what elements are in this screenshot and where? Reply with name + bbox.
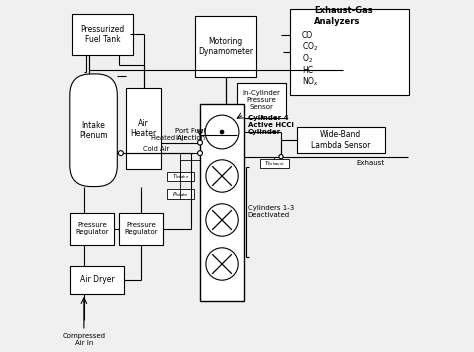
Text: Exhaust: Exhaust (357, 160, 385, 166)
Circle shape (279, 155, 283, 159)
Text: NO$_x$: NO$_x$ (302, 75, 319, 88)
Text: In-Cylinder
Pressure
Sensor: In-Cylinder Pressure Sensor (243, 90, 281, 110)
Text: Cold Air: Cold Air (143, 146, 169, 152)
Bar (297, 127, 385, 153)
Text: HC: HC (302, 65, 313, 75)
Bar (70, 266, 124, 294)
Text: $T_{Intake}$: $T_{Intake}$ (172, 172, 189, 181)
Bar (200, 104, 244, 301)
Text: CO$_2$: CO$_2$ (302, 40, 319, 53)
Text: Heated Air: Heated Air (151, 135, 186, 142)
Circle shape (206, 160, 238, 192)
Text: $T_{Exhaust}$: $T_{Exhaust}$ (264, 159, 285, 168)
Circle shape (198, 151, 202, 156)
Bar (207, 127, 237, 143)
Text: O$_2$: O$_2$ (302, 52, 313, 65)
Circle shape (205, 115, 239, 149)
Circle shape (220, 130, 224, 134)
Text: Air Dryer: Air Dryer (80, 275, 114, 284)
Bar (166, 172, 194, 181)
Text: Pressurized
Fuel Tank: Pressurized Fuel Tank (80, 25, 125, 44)
Bar (126, 88, 161, 169)
Bar (119, 213, 163, 245)
Bar (72, 14, 133, 55)
Bar (195, 16, 256, 77)
Text: Compressed
Air In: Compressed Air In (63, 333, 105, 346)
Circle shape (206, 248, 238, 280)
Bar (70, 213, 114, 245)
Circle shape (198, 140, 202, 145)
Bar (260, 159, 289, 168)
Text: Intake
Plenum: Intake Plenum (79, 120, 108, 140)
Text: Cylinder 4
Active HCCI
Cylinder: Cylinder 4 Active HCCI Cylinder (247, 115, 293, 135)
Text: Exhaust-Gas
Analyzers: Exhaust-Gas Analyzers (314, 6, 373, 26)
Circle shape (118, 151, 123, 156)
Bar (166, 189, 194, 199)
Text: Port Fuel
Injection: Port Fuel Injection (175, 128, 205, 141)
Text: CO: CO (302, 31, 313, 40)
Text: Wide-Band
Lambda Sensor: Wide-Band Lambda Sensor (311, 130, 371, 150)
FancyBboxPatch shape (70, 74, 118, 187)
Bar (290, 9, 410, 95)
Text: Motoring
Dynamometer: Motoring Dynamometer (198, 37, 253, 56)
Text: Pressure
Regulator: Pressure Regulator (124, 222, 158, 235)
Text: Pressure
Regulator: Pressure Regulator (75, 222, 109, 235)
Text: Cylinders 1-3
Deactivated: Cylinders 1-3 Deactivated (247, 205, 294, 218)
Circle shape (206, 204, 238, 236)
Text: $P_{Intake}$: $P_{Intake}$ (172, 190, 189, 199)
Text: Air
Heater: Air Heater (131, 119, 157, 138)
Bar (237, 83, 286, 118)
